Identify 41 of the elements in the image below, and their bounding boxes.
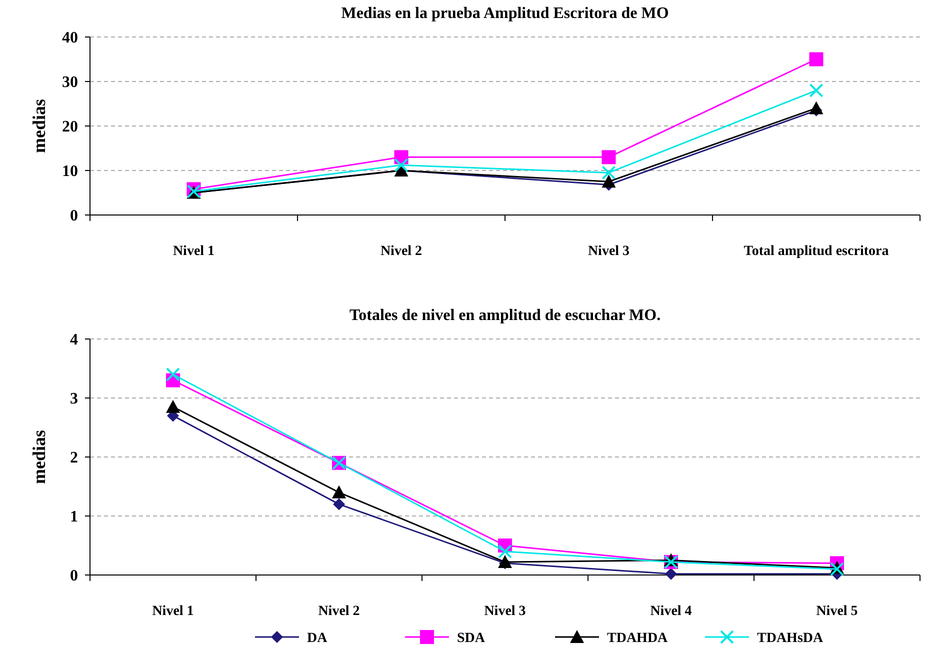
chart-title: Medias en la prueba Amplitud Escritora de MO [341, 5, 669, 22]
x-tick-label: Nivel 3 [588, 244, 630, 259]
y-tick-label: 4 [70, 332, 78, 349]
legend-label: TDAHDA [607, 630, 669, 646]
y-tick-label: 3 [70, 390, 78, 408]
x-tick-label: Nivel 2 [380, 244, 422, 259]
y-tick-label: 30 [62, 74, 78, 92]
point [602, 174, 616, 188]
point [166, 400, 180, 413]
y-tick-label: 0 [70, 208, 78, 225]
chart-title: Totales de nivel en amplitud de escuchar MO. [349, 307, 661, 324]
point [394, 158, 408, 172]
x-tick-label: Nivel 1 [172, 244, 215, 259]
point [332, 485, 346, 498]
x-tick-label: Nivel 1 [152, 604, 194, 619]
point [665, 568, 677, 580]
y-tick-label: 0 [70, 568, 78, 585]
x-tick-label: Nivel 2 [318, 604, 360, 619]
y-tick-label: 20 [62, 118, 78, 136]
point [809, 101, 824, 114]
x-tick-label: Total amplitud escritora [744, 244, 889, 259]
y-tick-label: 10 [62, 163, 78, 180]
y-tick-label: 2 [70, 450, 78, 467]
point [166, 367, 180, 382]
point [809, 83, 824, 98]
x-tick-label: Nivel 5 [816, 604, 858, 619]
x-tick-label: Nivel 4 [650, 604, 692, 619]
legend-label: DA [307, 630, 328, 646]
x-tick-label: Nivel 3 [484, 604, 526, 619]
y-tick-label: 1 [70, 508, 78, 526]
point [830, 562, 844, 576]
y-axis-title: medias [29, 99, 49, 153]
point [498, 544, 512, 558]
point [602, 150, 616, 164]
legend-label: TDAHsDA [757, 630, 824, 646]
point [809, 52, 824, 66]
y-axis-title: medias [29, 430, 49, 484]
point [602, 166, 616, 180]
y-tick-label: 40 [62, 30, 78, 47]
legend-label: SDA [457, 630, 486, 646]
point [333, 498, 345, 510]
